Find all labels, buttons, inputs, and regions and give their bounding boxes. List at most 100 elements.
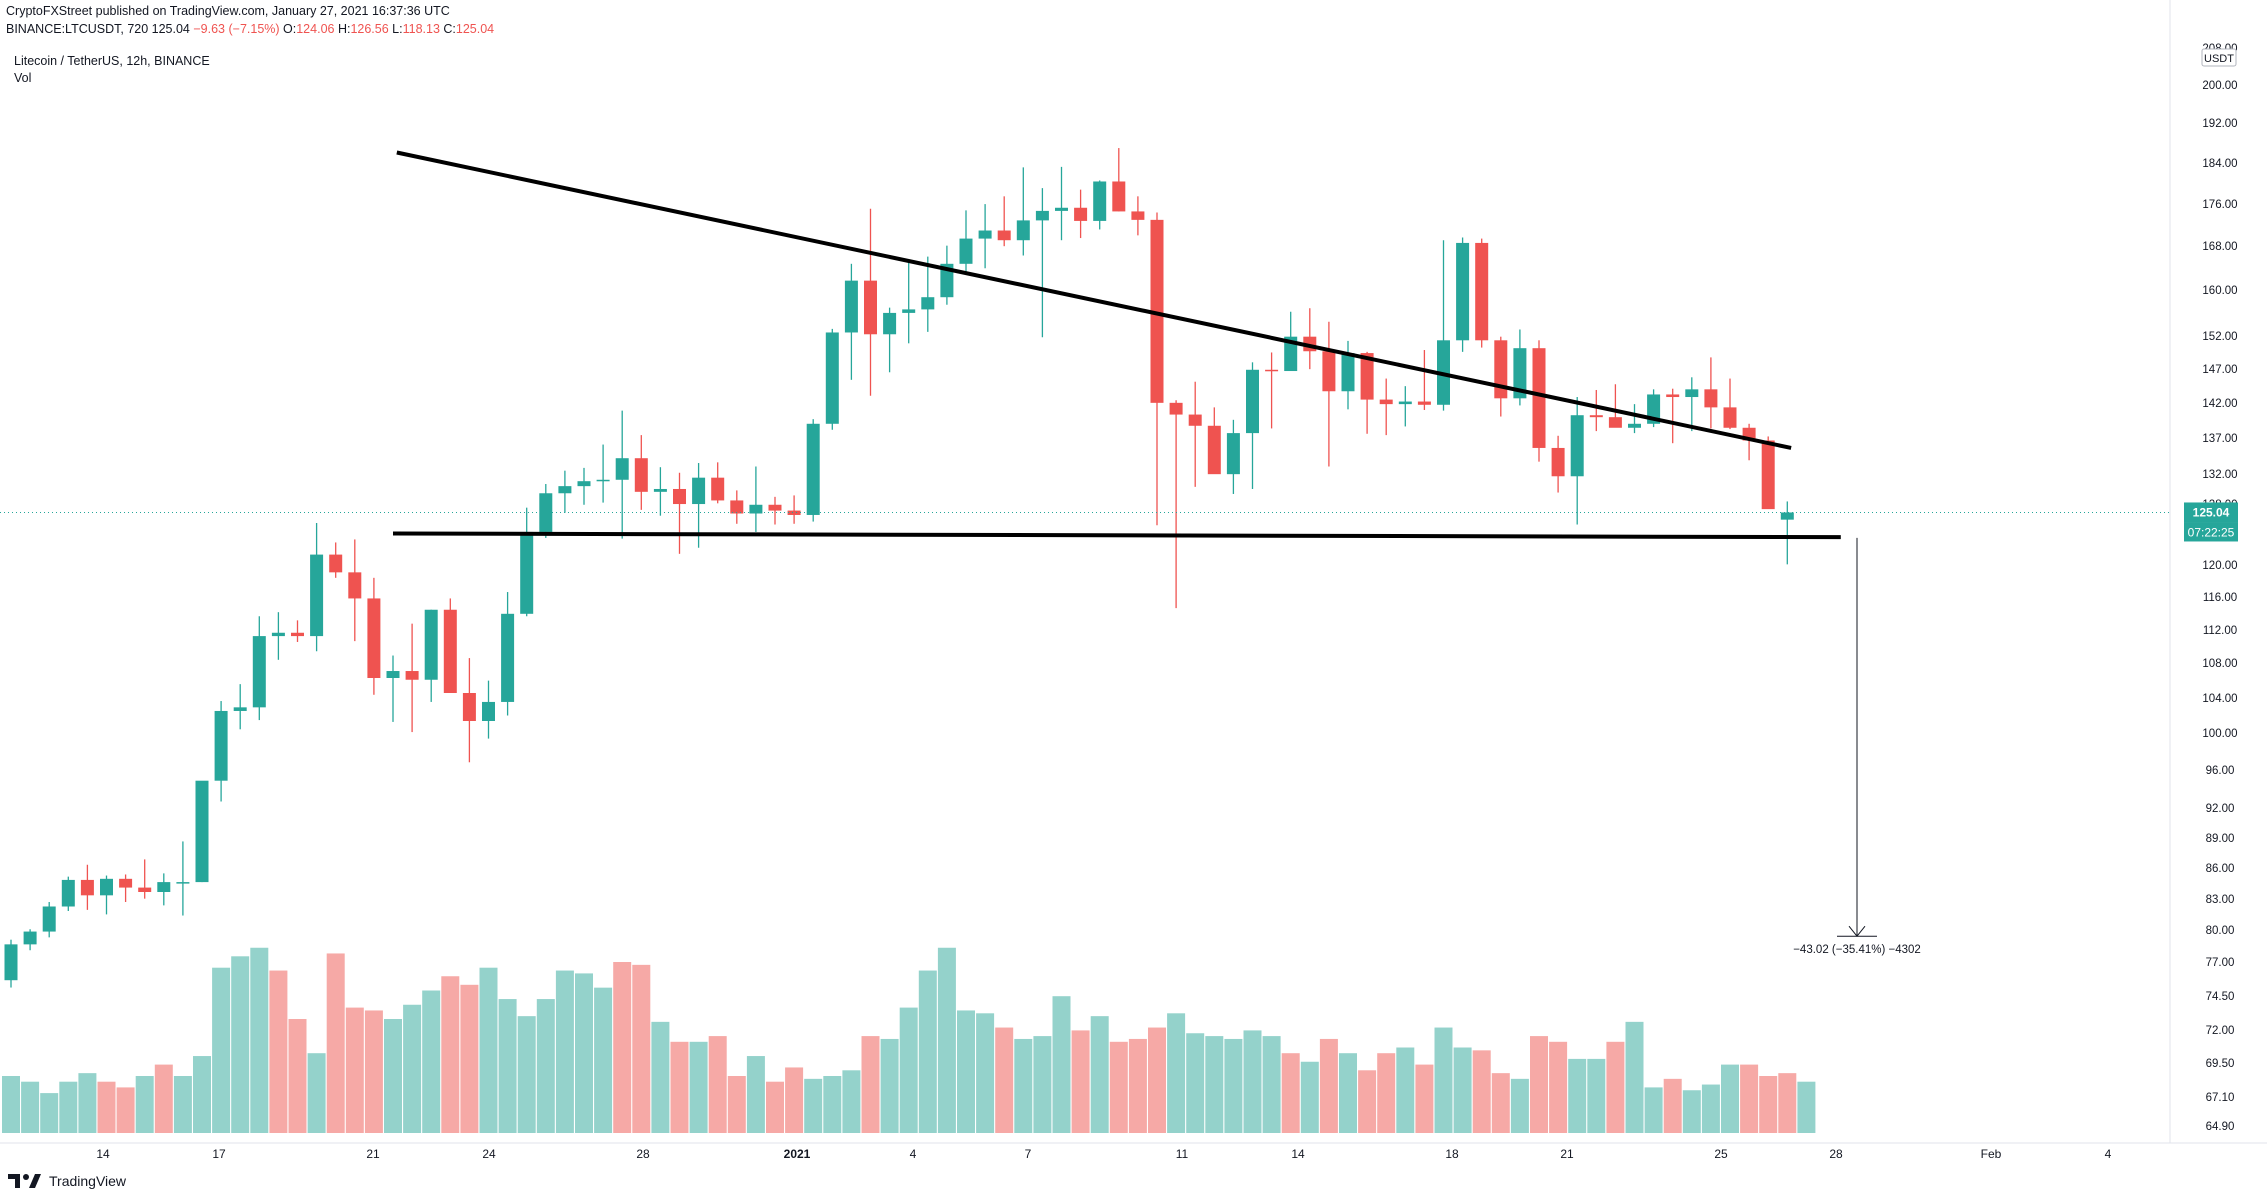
volume-bar: [1472, 1050, 1491, 1133]
price-tick-label: 77.00: [2206, 957, 2235, 969]
time-tick-label: Feb: [1981, 1147, 2002, 1161]
volume-bar: [1701, 1084, 1720, 1133]
volume-bar: [746, 1056, 765, 1133]
candle-body: [1093, 181, 1107, 221]
volume-bar: [1090, 1016, 1109, 1133]
price-tick-label: 64.90: [2206, 1121, 2235, 1133]
time-tick-label: 4: [2105, 1147, 2112, 1161]
candle-body: [1475, 242, 1489, 341]
candle-body: [214, 710, 228, 781]
low-key: L:: [392, 22, 403, 36]
candle-body: [424, 609, 438, 680]
candle-body: [1532, 348, 1546, 448]
volume-bar: [1128, 1038, 1147, 1133]
open-key: O:: [283, 22, 297, 36]
candle-body: [806, 423, 820, 515]
volume-bar: [708, 1036, 727, 1133]
candle-body: [138, 887, 152, 892]
candle-body: [310, 554, 324, 637]
volume-bar: [479, 967, 498, 1133]
volume-bar: [1797, 1081, 1816, 1133]
volume-bar: [116, 1087, 135, 1133]
candlesticks: [4, 148, 1794, 988]
tradingview-brand[interactable]: TradingView: [8, 1172, 126, 1190]
volume-bar: [307, 1053, 326, 1133]
candle-body: [1761, 440, 1775, 510]
candle-body: [1513, 348, 1527, 399]
candle-body: [673, 488, 686, 505]
volume-bar: [1625, 1021, 1644, 1133]
volume-bar: [1778, 1073, 1797, 1133]
volume-bar: [613, 962, 632, 1133]
volume-bar: [288, 1019, 307, 1133]
candle-body: [1035, 210, 1049, 221]
volume-bar: [231, 956, 250, 1133]
volume-bar: [78, 1073, 97, 1133]
candle-body: [558, 486, 572, 494]
volume-bar: [1300, 1061, 1319, 1133]
volume-bar: [364, 1010, 383, 1133]
candle-body: [100, 878, 113, 896]
volume-bar: [1453, 1047, 1472, 1133]
candle-body: [1780, 512, 1794, 520]
candle-body: [844, 280, 858, 333]
volume-bar: [804, 1078, 823, 1133]
time-tick-label: 2021: [784, 1147, 811, 1161]
price-tick-label: 137.00: [2202, 433, 2237, 445]
publish-header: CryptoFXStreet published on TradingView.…: [6, 4, 450, 18]
volume-bar: [651, 1021, 670, 1133]
candle-body: [1188, 414, 1202, 426]
volume-bar: [1491, 1073, 1510, 1133]
countdown-tag: [2184, 522, 2238, 542]
volume-bar: [1644, 1087, 1663, 1133]
candle-body: [634, 458, 648, 492]
candle-body: [1628, 423, 1641, 428]
candle-body: [883, 312, 897, 335]
candle-body: [1246, 369, 1259, 434]
price-tick-label: 184.00: [2202, 158, 2237, 170]
candle-body: [1074, 207, 1088, 221]
volume-bar: [766, 1081, 784, 1133]
candle-body: [768, 504, 782, 511]
drawings: −43.02 (−35.41%) −4302: [0, 150, 2170, 956]
volume-bar: [1682, 1090, 1701, 1133]
candle-body: [1398, 401, 1412, 405]
volume-bar: [422, 990, 441, 1133]
price-tick-label: 74.50: [2206, 991, 2235, 1003]
time-tick-label: 28: [636, 1147, 650, 1161]
volume-bar: [1167, 1013, 1186, 1133]
volume-bar: [632, 964, 651, 1133]
candle-body: [1226, 433, 1240, 475]
volume-bar: [1052, 996, 1071, 1133]
candle-body: [80, 879, 94, 896]
price-tick-label: 86.00: [2206, 863, 2235, 875]
candle-body: [1284, 336, 1298, 372]
volume-bar: [40, 1093, 59, 1133]
candle-body: [1494, 340, 1508, 399]
candle-body: [940, 263, 954, 298]
time-tick-label: 17: [212, 1147, 226, 1161]
candle-body: [1589, 415, 1603, 418]
volume-bar: [2, 1076, 20, 1133]
volume-bar: [861, 1036, 880, 1133]
candle-body: [1169, 402, 1183, 415]
time-tick-label: 4: [910, 1147, 917, 1161]
volume-bar: [1759, 1076, 1778, 1133]
volume-legend[interactable]: Vol: [14, 71, 32, 85]
volume-bar: [441, 976, 460, 1133]
price-tick-label: 72.00: [2206, 1025, 2235, 1037]
price-tick-label: 192.00: [2202, 118, 2237, 130]
open-value: 124.06: [296, 22, 335, 36]
candle-body: [443, 609, 457, 693]
candle-body: [902, 309, 916, 313]
volume-bar: [384, 1019, 402, 1133]
candle-body: [1685, 389, 1699, 398]
candle-body: [1570, 415, 1584, 477]
volume-bar: [1148, 1027, 1166, 1133]
volume-bar: [823, 1076, 842, 1133]
candle-body: [730, 500, 744, 514]
series-legend[interactable]: Litecoin / TetherUS, 12h, BINANCE: [14, 54, 210, 68]
time-tick-label: 11: [1176, 1147, 1189, 1161]
candle-body: [1322, 351, 1336, 392]
